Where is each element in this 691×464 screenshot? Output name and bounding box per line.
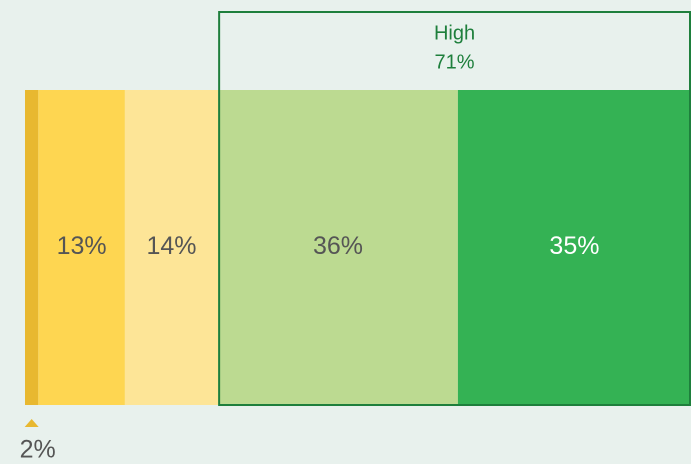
value-label: 13% bbox=[57, 232, 107, 260]
bar-segment bbox=[25, 90, 39, 405]
value-label: 35% bbox=[549, 232, 599, 260]
pointer bbox=[24, 419, 39, 427]
bar-segment bbox=[218, 90, 458, 405]
bar-segment bbox=[38, 90, 125, 405]
value-label: 36% bbox=[313, 232, 363, 260]
bar-segment bbox=[457, 90, 691, 405]
annotation-bracket bbox=[218, 11, 691, 406]
bar-segment bbox=[124, 90, 219, 405]
annotation-value: 71% bbox=[435, 51, 475, 73]
annotation-label: High bbox=[434, 22, 475, 44]
value-label: 14% bbox=[146, 232, 196, 260]
value-label: 2% bbox=[20, 436, 56, 464]
